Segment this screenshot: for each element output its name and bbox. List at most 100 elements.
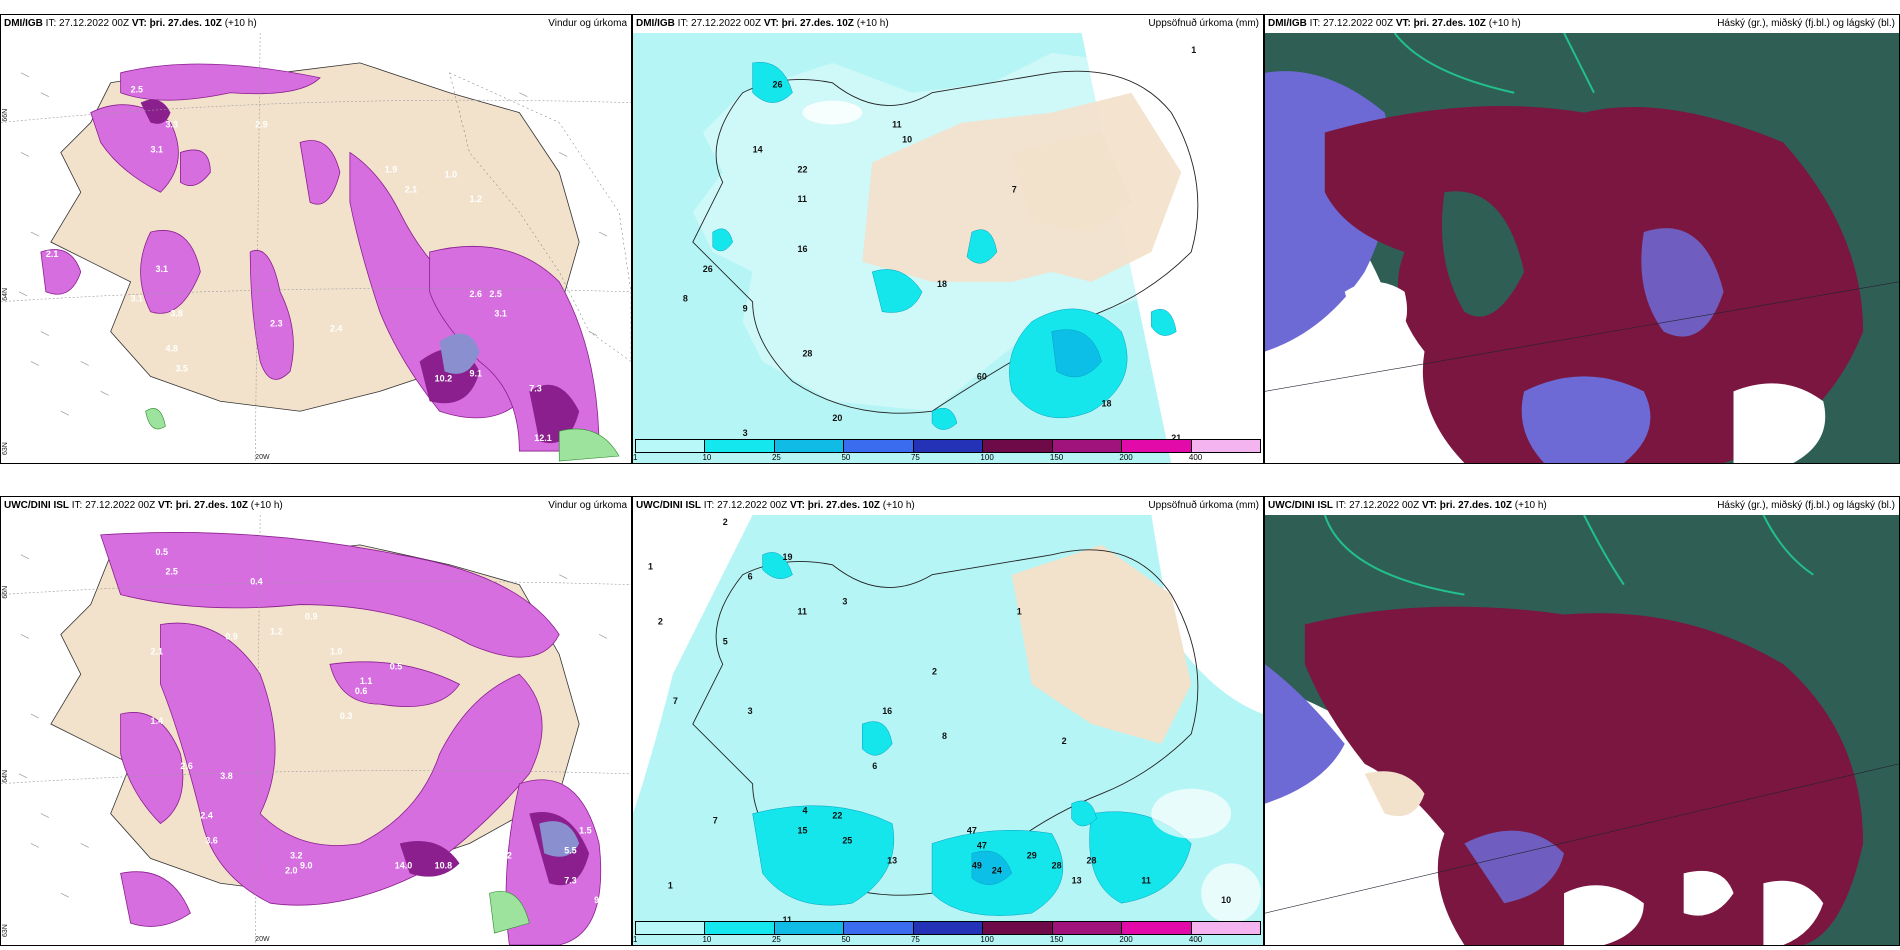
panel-dmi-cloud: DMI/IGB IT: 27.12.2022 00Z VT: þri. 27.d…	[1264, 14, 1900, 464]
svg-text:20W: 20W	[255, 454, 270, 461]
colorbar-swatch	[844, 922, 914, 934]
value-label: 3.1	[131, 294, 143, 304]
panel-header: DMI/IGB IT: 27.12.2022 00Z VT: þri. 27.d…	[1, 15, 631, 33]
panel-uwc-cloud: UWC/DINI ISL IT: 27.12.2022 00Z VT: þri.…	[1264, 496, 1900, 946]
value-label: 15	[797, 826, 807, 836]
value-label: 7	[713, 816, 718, 826]
panel-dmi-precip: DMI/IGB IT: 27.12.2022 00Z VT: þri. 27.d…	[632, 14, 1264, 464]
colorbar-swatch	[844, 440, 914, 452]
valid-time: þri. 27.des. 10Z	[1413, 18, 1486, 29]
value-label: 25	[842, 835, 852, 845]
colorbar-swatch	[1052, 440, 1123, 452]
value-label: 2.1	[405, 184, 417, 194]
colorbar-tick: 200	[1119, 935, 1133, 944]
value-label: 13	[1072, 875, 1082, 885]
value-label: 2.4	[330, 324, 342, 334]
valid-label: VT:	[1421, 500, 1437, 511]
value-label: 2.5	[489, 289, 501, 299]
svg-text:66N: 66N	[2, 586, 9, 599]
colorbar-swatch	[774, 440, 845, 452]
value-label: 6	[872, 761, 877, 771]
wind-map[interactable]: 66N 64N 63N 20W 0.2 0.5 2.5 0.4 1.2 0.9 1.0 2.1…	[1, 515, 631, 945]
value-label: 9	[743, 304, 748, 314]
colorbar: 1 10 25 50 75 100 150 200 400	[633, 921, 1261, 944]
colorbar-tick: 75	[910, 453, 920, 462]
panel-title: Uppsöfnuð úrkoma (mm)	[1148, 500, 1259, 511]
value-label: 2.1	[151, 646, 163, 656]
colorbar: 1 10 25 50 75 100 150 200 400	[633, 439, 1261, 463]
cloud-map[interactable]	[1265, 515, 1899, 945]
colorbar-tick: 150	[1049, 453, 1064, 462]
value-label: 1.2	[470, 194, 482, 204]
precip-map[interactable]: 1 26 14 22 11 10 7 11 16 26 18 8 9 28 3 20 60 18 21	[633, 33, 1263, 463]
model-name: UWC/DINI ISL	[636, 500, 701, 511]
colorbar-tick: 50	[841, 935, 851, 944]
colorbar-swatch	[983, 922, 1053, 934]
valid-time: þri. 27.des. 10Z	[175, 500, 249, 511]
value-label: 7	[673, 696, 678, 706]
value-label: 7.3	[564, 875, 576, 885]
valid-label: VT:	[789, 500, 805, 511]
value-label: 2.5	[131, 85, 143, 95]
panel-title: Vindur og úrkoma	[548, 500, 627, 511]
value-label: 1	[668, 880, 673, 890]
value-label: 8	[942, 731, 947, 741]
value-label: 1	[1191, 45, 1196, 55]
model-name: UWC/DINI ISL	[1268, 500, 1333, 511]
value-label: 11	[892, 120, 901, 130]
panel-title: Háský (gr.), miðský (fj.bl.) og lágský (…	[1717, 500, 1895, 511]
value-label: 1.9	[385, 164, 397, 174]
init-time: IT: 27.12.2022 00Z	[45, 18, 130, 29]
value-label: 7.3	[529, 383, 541, 393]
colorbar-ticks: 1 10 25 50 75 100 150 200 400	[633, 453, 1261, 463]
lead-time: (+10 h)	[856, 18, 889, 29]
value-label: 11	[1141, 875, 1150, 885]
value-label: 4.5	[300, 438, 312, 448]
colorbar-tick: 200	[1119, 453, 1133, 462]
value-label: 1	[1017, 607, 1022, 617]
value-label: 28	[802, 349, 812, 359]
valid-label: VT:	[763, 18, 779, 29]
value-label: 4.2	[499, 850, 511, 860]
valid-time: þri. 27.des. 10Z	[781, 18, 854, 29]
value-label: 1.4	[151, 716, 163, 726]
colorbar-tick: 100	[980, 935, 994, 944]
value-label: 0.2	[73, 525, 85, 535]
panel-title: Vindur og úrkoma	[548, 18, 627, 29]
init-time: IT: 27.12.2022 00Z	[71, 500, 156, 511]
init-time: IT: 27.12.2022 00Z	[677, 18, 762, 29]
cloud-map[interactable]	[1265, 33, 1899, 463]
model-name: DMI/IGB	[1268, 18, 1307, 29]
svg-text:64N: 64N	[2, 288, 9, 301]
precip-map[interactable]: 2 1 19 6 2 11 5 3 2 1 7 3 16 8 6 2 4 22 15 25 13 47 47 49 29 28 28…	[633, 515, 1263, 945]
colorbar-tick: 25	[771, 453, 781, 462]
svg-text:66N: 66N	[2, 109, 9, 122]
value-label: 18	[937, 279, 947, 289]
panel-title: Uppsöfnuð úrkoma (mm)	[1148, 18, 1259, 29]
value-label: 60	[977, 371, 987, 381]
value-label: 2	[658, 616, 663, 626]
value-label: 16	[882, 706, 892, 716]
value-label: 9.0	[594, 895, 606, 905]
wind-map[interactable]: 66N 64N 63N 20W 2.5 3.3 2.9 3.1 1.9 2.1 1.0 1.2…	[1, 33, 631, 463]
colorbar-tick: 100	[980, 453, 994, 462]
value-label: 10.8	[435, 860, 452, 870]
colorbar-tick: 25	[771, 935, 781, 944]
value-label: 2	[723, 517, 728, 527]
value-label: 26	[773, 80, 783, 90]
value-label: 9.1	[470, 368, 482, 378]
value-label: 11	[797, 194, 806, 204]
value-label: 19	[783, 552, 793, 562]
value-label: 11	[797, 607, 806, 617]
value-label: 0.9	[225, 631, 237, 641]
lead-time: (+10 h)	[1488, 18, 1521, 29]
colorbar-swatch	[1122, 922, 1192, 934]
value-label: 2.6	[180, 761, 192, 771]
lead-time: (+10 h)	[224, 18, 257, 29]
value-label: 47	[977, 840, 987, 850]
panel-uwc-wind: UWC/DINI ISL IT: 27.12.2022 00Z VT: þri.…	[0, 496, 632, 946]
panel-title: Háský (gr.), miðský (fj.bl.) og lágský (…	[1717, 18, 1895, 29]
value-label: 0.9	[305, 612, 317, 622]
colorbar-tick: 400	[1188, 935, 1203, 944]
value-label: 2	[1062, 736, 1067, 746]
